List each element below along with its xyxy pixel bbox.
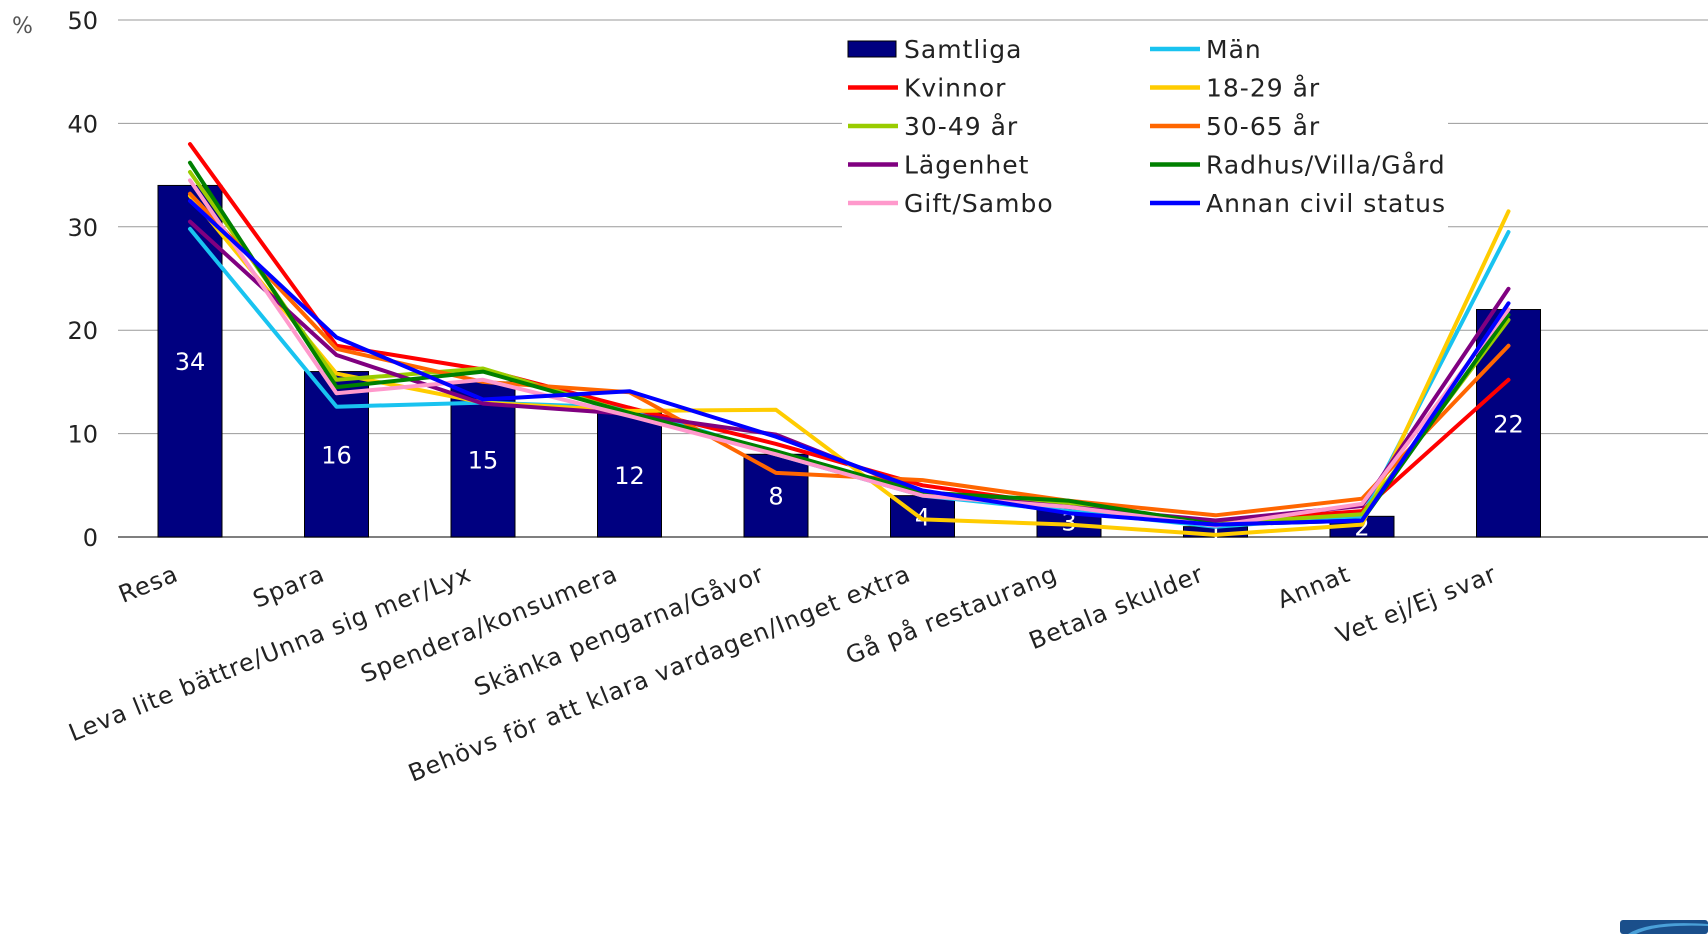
legend-label: Gift/Sambo [904, 189, 1054, 218]
bar-value-label: 22 [1493, 410, 1524, 438]
legend-label: Radhus/Villa/Gård [1206, 151, 1446, 180]
legend-label: Kvinnor [904, 74, 1006, 103]
x-category-label: Spara [249, 560, 329, 614]
legend-label: 50-65 år [1206, 112, 1320, 141]
legend-background [842, 28, 1448, 228]
legend-swatch [847, 40, 897, 58]
logo-icon [1620, 920, 1708, 934]
y-tick-label: 50 [67, 7, 98, 35]
bar-samtliga [450, 381, 516, 538]
line-series [188, 142, 1511, 537]
bar-series-samtliga [157, 184, 1541, 538]
x-category-label: Resa [115, 560, 183, 609]
line-series-gift-sambo [188, 178, 1511, 528]
y-axis-unit-label: % [12, 14, 33, 39]
legend-label: Män [1206, 35, 1262, 64]
x-category-label: Annat [1273, 560, 1354, 614]
legend: Samtliga Män Kvinnor 18-29 år 30-49 år 50-65 … [842, 28, 1448, 228]
legend-label: Lägenhet [904, 151, 1029, 180]
bar-value-label: 34 [175, 348, 206, 376]
bar-samtliga [304, 371, 369, 538]
y-tick-label: 20 [67, 317, 98, 345]
bar-value-label: 8 [768, 483, 783, 511]
line-series-annan-civil-status [188, 198, 1511, 527]
legend-label: Samtliga [904, 35, 1022, 64]
y-tick-label: 0 [83, 524, 98, 552]
legend-label: 30-49 år [904, 112, 1018, 141]
line-series-18-29-år [188, 193, 1511, 537]
legend-label: 18-29 år [1206, 74, 1320, 103]
bar-samtliga [157, 184, 223, 538]
y-tick-label: 10 [67, 421, 98, 449]
y-tick-label: 40 [67, 110, 98, 138]
y-tick-label: 30 [67, 214, 98, 242]
bar-value-label: 12 [614, 462, 645, 490]
bar-samtliga [743, 453, 809, 538]
y-axis: % 0 10 20 30 40 50 [12, 7, 98, 552]
legend-label: Annan civil status [1206, 189, 1446, 218]
bar-value-label: 15 [468, 446, 499, 474]
x-category-label: Vet ej/Ej svar [1332, 560, 1501, 650]
bar-value-label: 16 [321, 441, 352, 469]
